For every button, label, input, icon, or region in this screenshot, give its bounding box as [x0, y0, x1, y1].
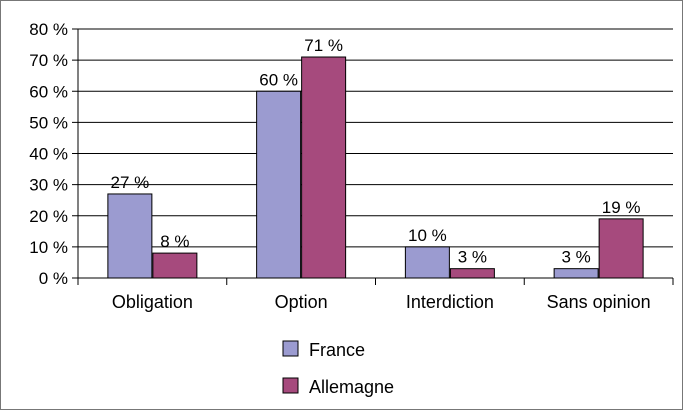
y-tick-label: 20 % [29, 207, 68, 226]
bar-allemagne-option [301, 56, 347, 279]
bar-allemagne-sans-opinion [598, 218, 644, 279]
category-label: Interdiction [406, 292, 494, 312]
category-label: Option [275, 292, 328, 312]
y-tick-label: 80 % [29, 20, 68, 39]
data-label: 3 % [561, 248, 590, 267]
data-label: 8 % [160, 232, 189, 251]
category-label: Obligation [112, 292, 193, 312]
bar-france-interdiction [404, 246, 450, 279]
y-tick-label: 10 % [29, 238, 68, 257]
bar-france-option [256, 90, 302, 279]
bar-france-sans-opinion [553, 268, 599, 279]
data-label: 71 % [304, 36, 343, 55]
bar-allemagne-interdiction [449, 268, 495, 279]
y-tick-label: 50 % [29, 113, 68, 132]
y-tick-label: 0 % [39, 269, 68, 288]
y-tick-label: 70 % [29, 51, 68, 70]
data-label: 19 % [602, 198, 641, 217]
legend-swatch-france [282, 340, 299, 357]
legend-swatch-allemagne [282, 377, 299, 394]
y-tick-label: 40 % [29, 145, 68, 164]
legend-label: Allemagne [309, 377, 394, 397]
data-label: 10 % [408, 226, 447, 245]
data-label: 27 % [111, 173, 150, 192]
data-label: 60 % [259, 70, 298, 89]
y-tick-label: 30 % [29, 176, 68, 195]
bar-france-obligation [107, 193, 153, 279]
data-label: 3 % [458, 248, 487, 267]
bar-allemagne-obligation [152, 252, 198, 279]
category-label: Sans opinion [547, 292, 651, 312]
y-tick-label: 60 % [29, 82, 68, 101]
legend-label: France [309, 340, 365, 360]
